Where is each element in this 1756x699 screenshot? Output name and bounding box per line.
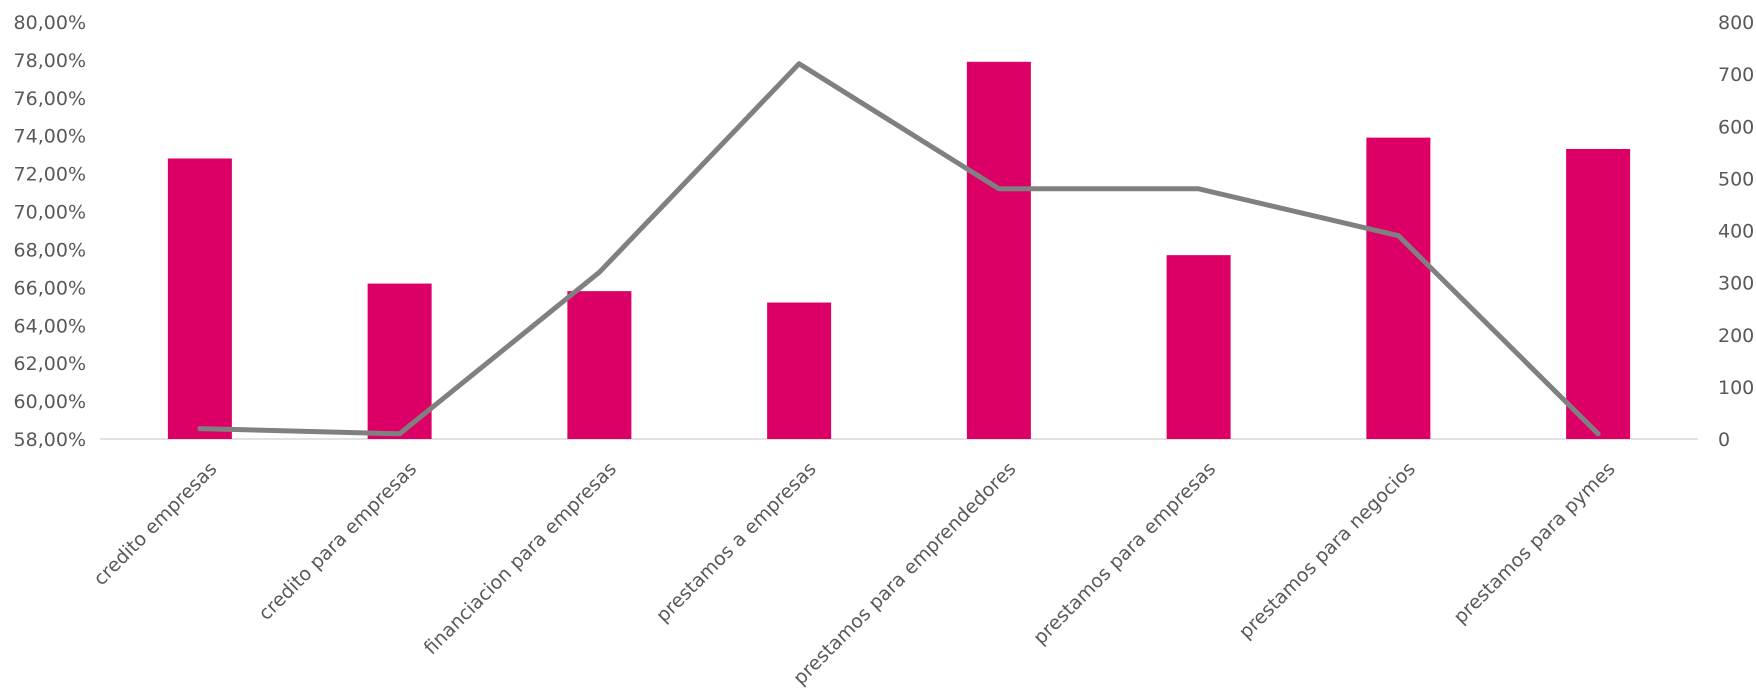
category-label: financiacion para empresas bbox=[420, 458, 621, 659]
series-line bbox=[197, 61, 1601, 437]
category-label: prestamos para pymes bbox=[1449, 458, 1619, 628]
left-tick-label: 78,00% bbox=[14, 50, 86, 72]
left-axis: 58,00% 60,00% 62,00% 64,00% 66,00% 68,00% 70,0… bbox=[14, 12, 86, 451]
right-tick-label: 800 bbox=[1718, 12, 1754, 34]
category-label: credito para empresas bbox=[254, 458, 421, 625]
right-tick-label: 600 bbox=[1718, 116, 1754, 138]
bar-series bbox=[167, 61, 1631, 440]
left-tick-label: 66,00% bbox=[14, 277, 86, 299]
bar bbox=[167, 158, 232, 440]
left-tick-label: 76,00% bbox=[14, 88, 86, 110]
left-tick-label: 68,00% bbox=[14, 239, 86, 261]
left-tick-label: 70,00% bbox=[14, 202, 86, 224]
category-label: credito empresas bbox=[89, 458, 221, 590]
right-tick-label: 0 bbox=[1718, 429, 1730, 451]
left-tick-label: 74,00% bbox=[14, 126, 86, 148]
left-tick-label: 60,00% bbox=[14, 391, 86, 413]
category-axis: credito empresas credito para empresasfin… bbox=[89, 458, 1619, 689]
right-tick-label: 100 bbox=[1718, 377, 1754, 399]
category-label: prestamos para negocios bbox=[1235, 458, 1420, 643]
left-tick-label: 64,00% bbox=[14, 315, 86, 337]
left-tick-label: 80,00% bbox=[14, 12, 86, 34]
category-label: prestamos a empresas bbox=[652, 458, 821, 627]
bar bbox=[1166, 255, 1231, 439]
category-label: prestamos para empresas bbox=[1029, 458, 1220, 649]
bar bbox=[767, 302, 832, 439]
left-tick-label: 58,00% bbox=[14, 429, 86, 451]
right-tick-label: 500 bbox=[1718, 168, 1754, 190]
bar bbox=[367, 283, 432, 439]
category-label: prestamos para emprendedores bbox=[789, 458, 1020, 689]
bar bbox=[1366, 137, 1431, 439]
right-tick-label: 200 bbox=[1718, 325, 1754, 347]
bar bbox=[966, 61, 1031, 440]
bar bbox=[567, 291, 632, 439]
right-axis: 0 100 200 300 400 500 600 700 800 bbox=[1718, 12, 1754, 451]
right-tick-label: 400 bbox=[1718, 221, 1754, 243]
left-tick-label: 62,00% bbox=[14, 353, 86, 375]
line-series bbox=[197, 61, 1601, 437]
left-tick-label: 72,00% bbox=[14, 164, 86, 186]
right-tick-label: 700 bbox=[1718, 64, 1754, 86]
right-tick-label: 300 bbox=[1718, 273, 1754, 295]
bar bbox=[1566, 148, 1631, 439]
